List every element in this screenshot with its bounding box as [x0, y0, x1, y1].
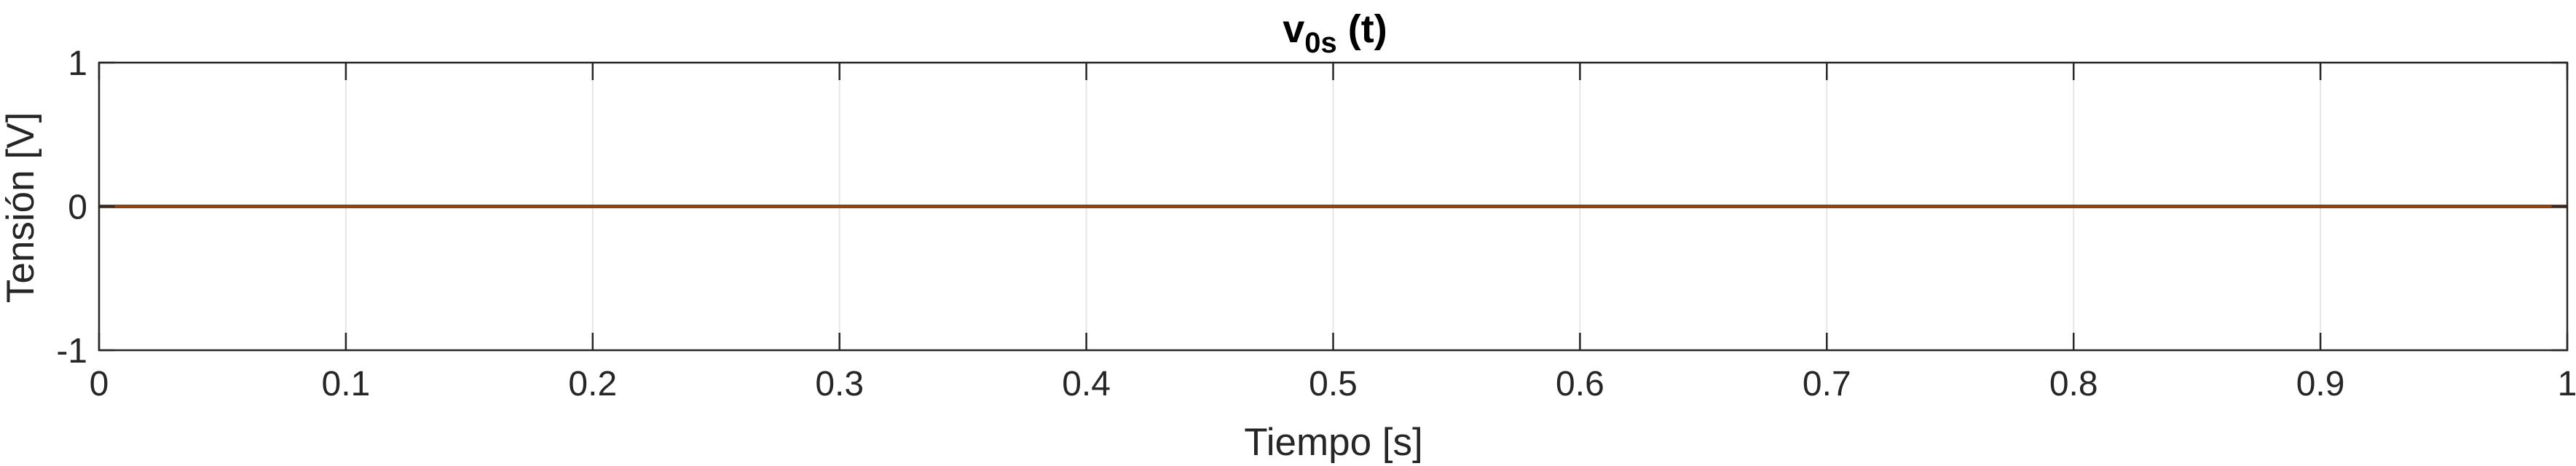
x-tick-label: 0.5 — [1309, 365, 1358, 403]
x-tick-label: 0.2 — [568, 365, 617, 403]
x-tick-label: 0.3 — [815, 365, 864, 403]
y-tick-label: 0 — [68, 189, 87, 227]
x-tick-label: 1 — [2558, 365, 2576, 403]
chart-title-suffix: (t) — [1337, 7, 1387, 51]
x-ticks — [98, 63, 2569, 350]
chart-title: v0s (t) — [1283, 7, 1387, 59]
x-tick-label: 0.7 — [1803, 365, 1851, 403]
y-tick-label: 1 — [68, 44, 87, 83]
x-tick-label: 0 — [90, 365, 109, 403]
y-tick-label: -1 — [56, 332, 87, 371]
x-tick-label: 0.4 — [1062, 365, 1111, 403]
x-tick-label: 0.8 — [2049, 365, 2098, 403]
x-tick-label: 0.9 — [2296, 365, 2345, 403]
chart-title-base: v — [1283, 7, 1304, 51]
x-tick-labels: 0 0.1 0.2 0.3 0.4 0.5 0.6 0.7 0.8 0.9 1 — [90, 365, 2576, 403]
y-ticks — [99, 61, 2567, 352]
x-tick-label: 0.1 — [322, 365, 371, 403]
x-tick-label: 0.6 — [1556, 365, 1604, 403]
y-axis-title: Tensión [V] — [0, 112, 42, 303]
y-tick-labels: -1 0 1 — [56, 44, 87, 371]
chart-title-subscript: 0s — [1304, 27, 1337, 59]
x-axis-title: Tiempo [s] — [1244, 421, 1422, 464]
